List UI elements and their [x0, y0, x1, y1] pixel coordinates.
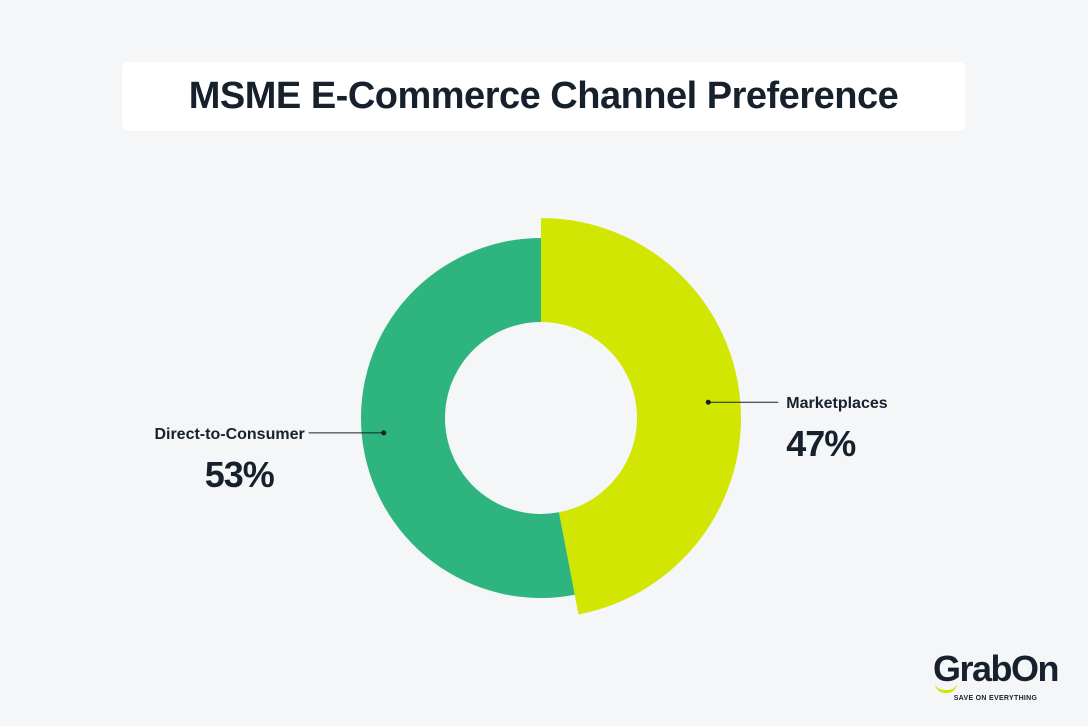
logo-tagline: SAVE ON EVERYTHING — [953, 695, 1038, 702]
slice-label-direct-to-consumer: Direct-to-Consumer — [154, 426, 304, 443]
slice-value-marketplaces: 47% — [786, 423, 856, 464]
slice-direct-to-consumer — [361, 238, 575, 598]
slice-marketplaces — [541, 218, 741, 615]
logo-wordmark: GrabOn — [932, 648, 1060, 689]
logo-smile-icon — [934, 683, 957, 693]
grabon-logo: GrabOn SAVE ON EVERYTHING — [932, 648, 1060, 703]
chart-title: MSME E-Commerce Channel Preference — [188, 75, 899, 117]
slice-value-direct-to-consumer: 53% — [205, 454, 275, 495]
slice-label-marketplaces: Marketplaces — [786, 395, 887, 412]
title-card: MSME E-Commerce Channel Preference — [122, 62, 965, 131]
